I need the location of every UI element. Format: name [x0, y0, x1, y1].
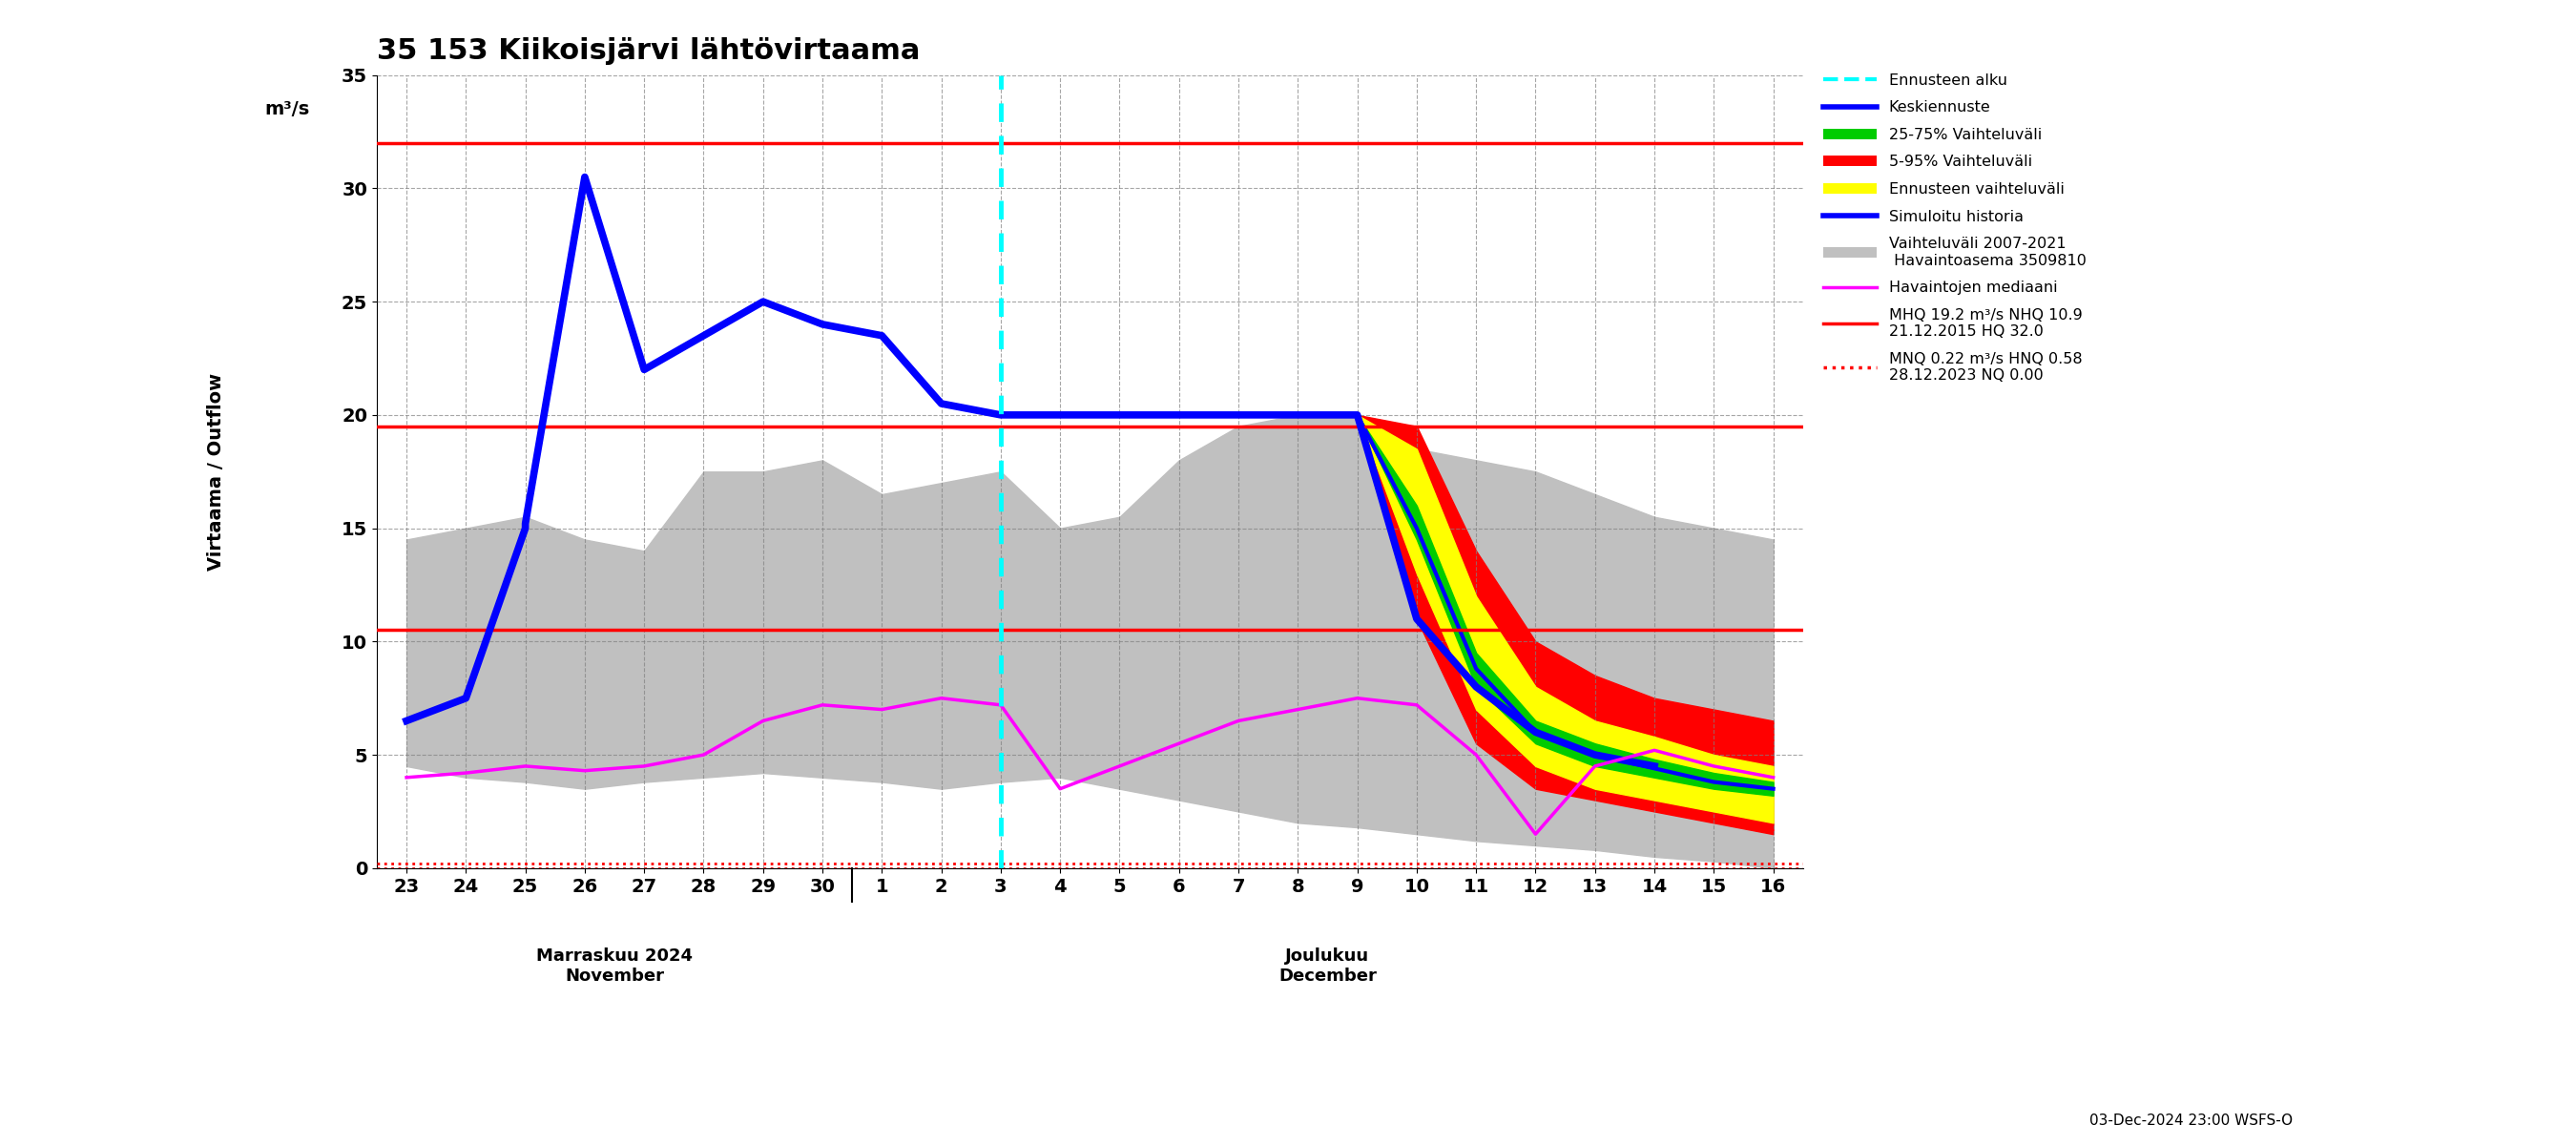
Text: m³/s: m³/s	[265, 100, 309, 118]
Text: Joulukuu
December: Joulukuu December	[1278, 947, 1376, 985]
Legend: Ennusteen alku, Keskiennuste, 25-75% Vaihteluväli, 5-95% Vaihteluväli, Ennusteen: Ennusteen alku, Keskiennuste, 25-75% Vai…	[1816, 68, 2092, 389]
Text: 35 153 Kiikoisjärvi lähtövirtaama: 35 153 Kiikoisjärvi lähtövirtaama	[376, 37, 920, 65]
Text: Marraskuu 2024
November: Marraskuu 2024 November	[536, 947, 693, 985]
Text: 03-Dec-2024 23:00 WSFS-O: 03-Dec-2024 23:00 WSFS-O	[2089, 1113, 2293, 1128]
Text: Virtaama / Outflow: Virtaama / Outflow	[206, 373, 224, 570]
